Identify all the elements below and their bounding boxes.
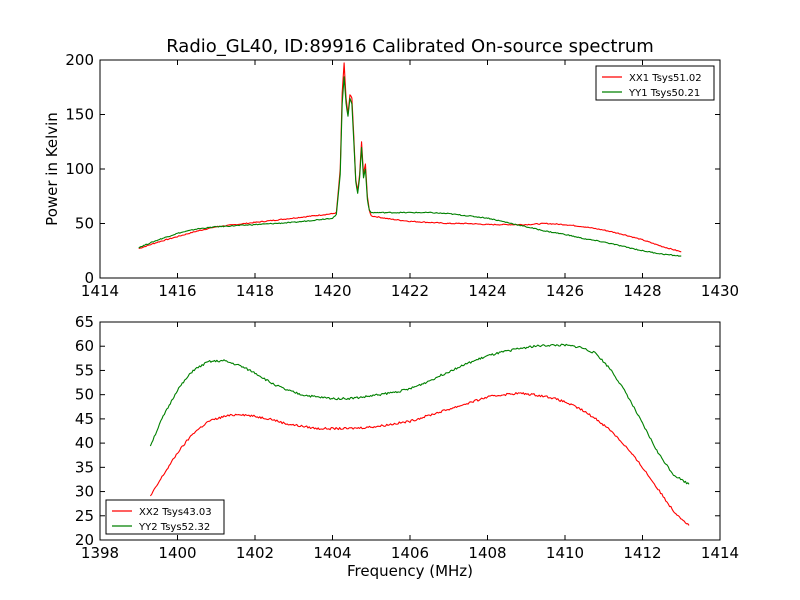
series-line-1-1: [138, 62, 682, 253]
legend: XX2 Tsys43.03 YY2 Tsys52.32: [105, 499, 225, 535]
legend-entry: YY1 Tsys50.21: [628, 88, 700, 99]
chart-title: Radio_GL40, ID:89916 Calibrated On-sourc…: [166, 36, 654, 57]
x-axis-label: Frequency (MHz): [347, 562, 473, 580]
y-tick-label: 200: [65, 51, 94, 69]
x-tick-label: 1424: [468, 282, 506, 300]
y-tick-label: 55: [75, 361, 94, 379]
y-tick-label: 0: [84, 269, 94, 287]
y-tick-label: 30: [75, 483, 94, 501]
y-tick-label: 45: [75, 410, 94, 428]
x-tick-label: 1410: [546, 544, 584, 562]
series-line-2-1: [149, 392, 690, 526]
y-tick-label: 20: [75, 531, 94, 549]
y-tick-label: 60: [75, 337, 94, 355]
y-tick-label: 150: [65, 106, 94, 124]
y-tick-label: 35: [75, 458, 94, 476]
x-tick-label: 1406: [391, 544, 429, 562]
x-tick-label: 1422: [391, 282, 429, 300]
y-axis-label: Power in Kelvin: [43, 112, 61, 226]
x-tick-label: 1426: [546, 282, 584, 300]
legend-entry: XX1 Tsys51.02: [629, 73, 702, 84]
x-tick-label: 1414: [81, 282, 119, 300]
x-tick-label: 1430: [701, 282, 739, 300]
x-tick-label: 1400: [158, 544, 196, 562]
legend-box: [595, 65, 715, 101]
legend-box: [105, 499, 225, 535]
x-tick-label: 1408: [468, 544, 506, 562]
x-tick-label: 1402: [236, 544, 274, 562]
y-tick-label: 50: [75, 386, 94, 404]
chart-panel-2: 1398 1400 1402 1404 1406 1408 1410 1412 1414 20 25…: [75, 313, 739, 580]
legend-entry: YY2 Tsys52.32: [138, 522, 210, 533]
y-tick-label: 25: [75, 507, 94, 525]
x-tick-label: 1414: [701, 544, 739, 562]
x-tick-label: 1398: [81, 544, 119, 562]
x-tick-label: 1418: [236, 282, 274, 300]
y-tick-label: 40: [75, 434, 94, 452]
y-tick-label: 65: [75, 313, 94, 331]
chart-panel-1: 1414 1416 1418 1420 1422 1424 1426 1428 1430 0 50 1…: [43, 36, 739, 300]
x-tick-label: 1404: [313, 544, 351, 562]
series-line-2-2: [149, 343, 690, 485]
y-tick-label: 50: [75, 215, 94, 233]
x-tick-label: 1420: [313, 282, 351, 300]
x-tick-label: 1416: [158, 282, 196, 300]
legend: XX1 Tsys51.02 YY1 Tsys50.21: [595, 65, 715, 101]
y-tick-label: 100: [65, 160, 94, 178]
legend-entry: XX2 Tsys43.03: [139, 507, 212, 518]
x-tick-label: 1428: [623, 282, 661, 300]
series-line-1-2: [138, 76, 682, 257]
x-tick-label: 1412: [623, 544, 661, 562]
